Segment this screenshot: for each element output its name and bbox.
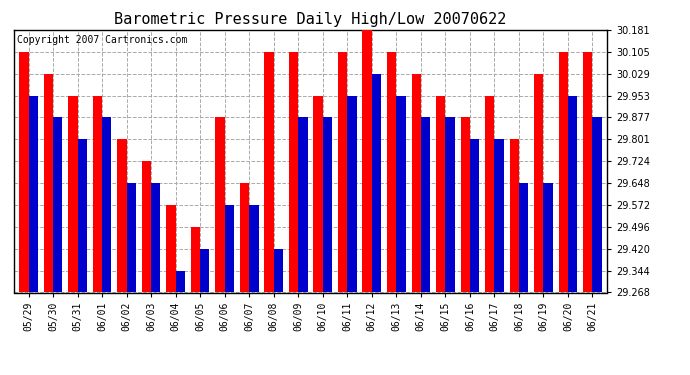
Bar bbox=[510, 139, 519, 292]
Bar bbox=[240, 183, 249, 292]
Bar bbox=[298, 117, 308, 292]
Text: Copyright 2007 Cartronics.com: Copyright 2007 Cartronics.com bbox=[17, 35, 187, 45]
Bar bbox=[544, 183, 553, 292]
Bar bbox=[289, 52, 298, 292]
Bar bbox=[249, 205, 259, 292]
Bar bbox=[460, 117, 470, 292]
Bar bbox=[215, 117, 225, 292]
Bar bbox=[323, 117, 332, 292]
Bar bbox=[411, 74, 421, 292]
Bar bbox=[151, 183, 161, 292]
Bar bbox=[568, 96, 578, 292]
Bar bbox=[176, 271, 185, 292]
Bar bbox=[117, 139, 126, 292]
Bar bbox=[485, 96, 495, 292]
Title: Barometric Pressure Daily High/Low 20070622: Barometric Pressure Daily High/Low 20070… bbox=[115, 12, 506, 27]
Bar bbox=[372, 74, 381, 292]
Bar bbox=[191, 227, 200, 292]
Bar bbox=[53, 117, 62, 292]
Bar bbox=[274, 249, 283, 292]
Bar bbox=[421, 117, 430, 292]
Bar bbox=[43, 74, 53, 292]
Bar bbox=[347, 96, 357, 292]
Bar bbox=[470, 139, 479, 292]
Bar bbox=[126, 183, 136, 292]
Bar bbox=[166, 205, 176, 292]
Bar bbox=[142, 161, 151, 292]
Bar bbox=[338, 52, 347, 292]
Bar bbox=[102, 117, 111, 292]
Bar bbox=[19, 52, 28, 292]
Bar bbox=[362, 30, 372, 292]
Bar bbox=[583, 52, 593, 292]
Bar bbox=[68, 96, 77, 292]
Bar bbox=[445, 117, 455, 292]
Bar bbox=[519, 183, 529, 292]
Bar bbox=[313, 96, 323, 292]
Bar bbox=[28, 96, 38, 292]
Bar bbox=[200, 249, 210, 292]
Bar bbox=[559, 52, 568, 292]
Bar bbox=[534, 74, 544, 292]
Bar bbox=[495, 139, 504, 292]
Bar bbox=[396, 96, 406, 292]
Bar bbox=[436, 96, 445, 292]
Bar bbox=[77, 139, 87, 292]
Bar bbox=[264, 52, 274, 292]
Bar bbox=[593, 117, 602, 292]
Bar bbox=[387, 52, 396, 292]
Bar bbox=[225, 205, 234, 292]
Bar bbox=[92, 96, 102, 292]
